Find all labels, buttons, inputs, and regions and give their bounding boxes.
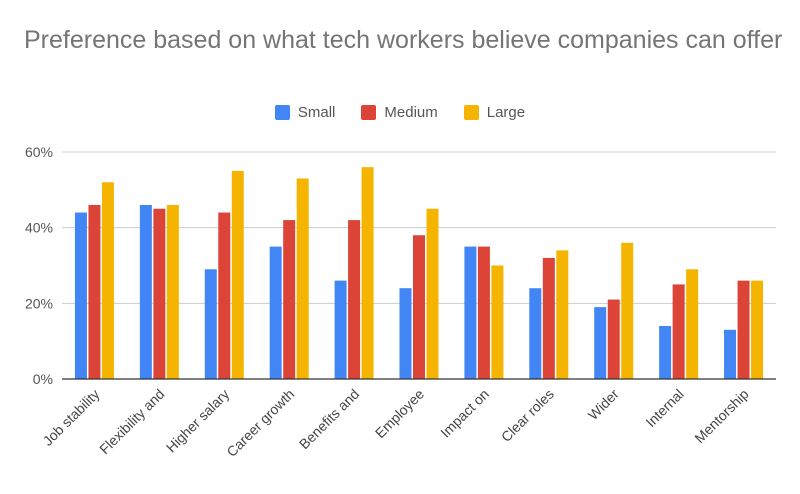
bar-medium-5 [413, 235, 425, 379]
bar-large-6 [491, 265, 504, 379]
bar-small-5 [399, 288, 412, 379]
bar-small-8 [594, 307, 607, 379]
bar-medium-9 [672, 284, 685, 379]
legend-item-large: Large [463, 104, 526, 121]
legend-label: Medium [384, 104, 438, 121]
bar-large-9 [686, 269, 699, 379]
bar-medium-2 [218, 212, 231, 379]
legend-label: Small [297, 104, 336, 121]
bar-large-5 [426, 208, 439, 379]
bar-large-1 [166, 204, 179, 379]
bar-medium-0 [88, 204, 101, 379]
y-tick-label: 0% [33, 371, 53, 387]
legend-swatch [361, 105, 377, 120]
legend-swatch [463, 105, 479, 120]
bar-large-7 [556, 250, 569, 379]
bar-medium-3 [283, 220, 296, 379]
bar-medium-10 [737, 280, 750, 379]
x-tick-label: Benefits and [296, 386, 362, 452]
y-tick-label: 40% [25, 220, 53, 236]
bar-large-4 [361, 167, 374, 379]
bar-medium-8 [607, 299, 620, 379]
bar-large-0 [101, 182, 114, 379]
legend-item-small: Small [274, 104, 336, 121]
bar-small-9 [659, 326, 672, 379]
bar-medium-7 [542, 257, 555, 379]
x-tick-label: Employee [372, 386, 427, 441]
bar-small-6 [464, 246, 477, 379]
bar-small-0 [74, 212, 87, 379]
x-tick-label: Flexibility and [96, 386, 167, 457]
chart-legend: Small Medium Large [0, 104, 800, 121]
y-tick-label: 60% [25, 144, 53, 160]
bar-medium-6 [477, 246, 490, 379]
bar-small-7 [529, 288, 542, 379]
x-tick-label: Higher salary [163, 386, 233, 456]
bar-large-2 [231, 170, 244, 379]
y-tick-label: 20% [25, 295, 53, 311]
bar-medium-4 [348, 220, 361, 379]
bar-small-10 [724, 329, 737, 379]
bar-large-10 [751, 280, 764, 379]
x-tick-label: Clear roles [498, 386, 557, 445]
bar-large-3 [296, 178, 309, 379]
bar-small-1 [139, 204, 152, 379]
legend-label: Large [486, 104, 526, 121]
legend-swatch [274, 105, 290, 120]
chart-title: Preference based on what tech workers be… [24, 26, 783, 54]
x-tick-label: Job stability [40, 386, 103, 449]
bar-small-2 [204, 269, 217, 379]
x-tick-label: Wider [585, 386, 622, 423]
legend-item-medium: Medium [361, 104, 438, 121]
bar-small-3 [269, 246, 282, 379]
x-tick-label: Mentorship [691, 386, 751, 446]
bar-medium-1 [153, 208, 166, 379]
bar-small-4 [334, 280, 347, 379]
x-tick-label: Career growth [223, 386, 297, 460]
x-tick-label: Impact on [437, 386, 492, 441]
x-tick-label: Internal [642, 386, 686, 430]
bar-large-8 [621, 242, 634, 379]
